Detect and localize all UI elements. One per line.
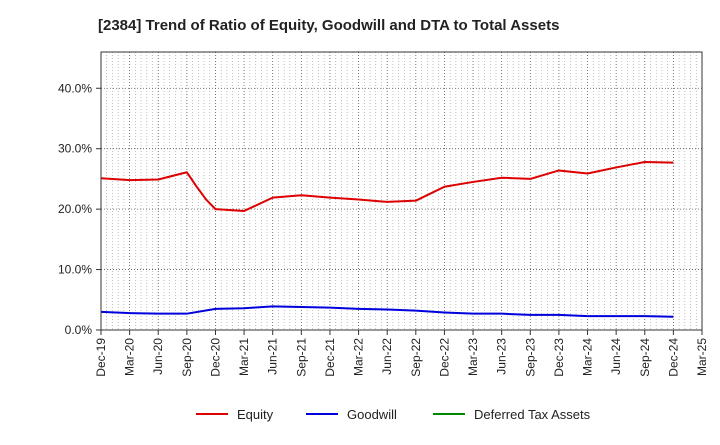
x-tick-label: Mar-22 bbox=[352, 338, 366, 376]
x-tick-label: Sep-24 bbox=[638, 338, 652, 377]
x-tick-label: Dec-21 bbox=[323, 338, 337, 377]
x-tick-label: Dec-22 bbox=[437, 338, 451, 377]
y-tick-label: 30.0% bbox=[58, 142, 92, 156]
x-tick-label: Sep-22 bbox=[409, 338, 423, 377]
x-tick-label: Mar-24 bbox=[581, 338, 595, 376]
y-tick-label: 20.0% bbox=[58, 202, 92, 216]
y-tick-label: 10.0% bbox=[58, 263, 92, 277]
chart-title: [2384] Trend of Ratio of Equity, Goodwil… bbox=[98, 17, 559, 34]
x-axis: Dec-19 Mar-20 Jun-20 Sep-20 Dec-20 Mar-21 Jun-… bbox=[94, 330, 709, 377]
x-tick-label: Dec-23 bbox=[552, 338, 566, 377]
x-tick-label: Mar-23 bbox=[466, 338, 480, 376]
x-tick-label: Dec-24 bbox=[666, 338, 680, 377]
y-tick-label: 40.0% bbox=[58, 81, 92, 95]
legend-label-deferred-tax-assets: Deferred Tax Assets bbox=[474, 407, 591, 422]
x-tick-label: Jun-23 bbox=[495, 338, 509, 375]
x-tick-label: Sep-20 bbox=[180, 338, 194, 377]
series-lines bbox=[100, 160, 674, 318]
x-tick-label: Mar-25 bbox=[695, 338, 709, 376]
x-tick-label: Jun-24 bbox=[609, 338, 623, 375]
y-tick-label: 0.0% bbox=[65, 323, 93, 337]
legend-label-equity: Equity bbox=[237, 407, 274, 422]
x-tick-label: Sep-23 bbox=[523, 338, 537, 377]
x-tick-label: Sep-21 bbox=[294, 338, 308, 377]
x-tick-label: Dec-20 bbox=[208, 338, 222, 377]
grid bbox=[100, 52, 703, 331]
x-tick-label: Mar-20 bbox=[123, 338, 137, 376]
series-line-goodwill bbox=[100, 305, 674, 318]
x-tick-label: Jun-22 bbox=[380, 338, 394, 375]
plot-area-frame bbox=[100, 51, 703, 331]
series-line-equity bbox=[100, 160, 674, 212]
x-tick-label: Dec-19 bbox=[94, 338, 108, 377]
x-tick-label: Jun-20 bbox=[151, 338, 165, 375]
y-axis: 0.0% 10.0% 20.0% 30.0% 40.0% bbox=[58, 81, 101, 337]
legend-label-goodwill: Goodwill bbox=[347, 407, 397, 422]
x-tick-label: Jun-21 bbox=[266, 338, 280, 375]
x-tick-label: Mar-21 bbox=[237, 338, 251, 376]
legend: Equity Goodwill Deferred Tax Assets bbox=[196, 407, 591, 422]
